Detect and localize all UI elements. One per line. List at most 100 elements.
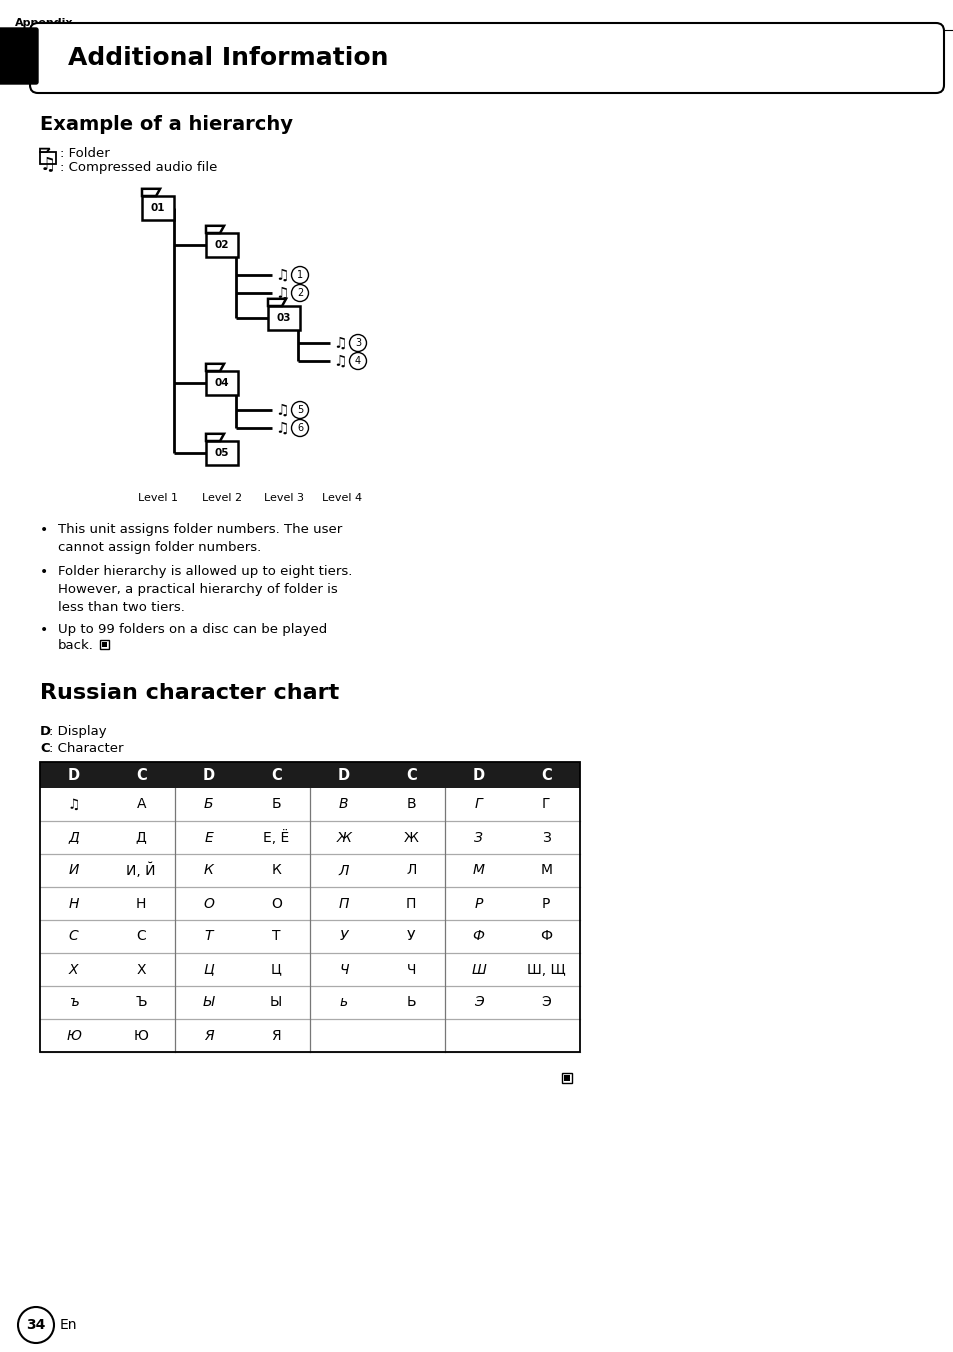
Circle shape [292, 284, 308, 301]
Text: C: C [540, 768, 551, 784]
Bar [40, 1019, 579, 1052]
Text: 04: 04 [214, 379, 229, 388]
Text: : Compressed audio file: : Compressed audio file [60, 161, 217, 174]
Text: Я: Я [272, 1029, 281, 1042]
Bar [268, 306, 299, 330]
Text: Н: Н [136, 896, 146, 910]
Text: C: C [40, 742, 50, 754]
Text: Folder hierarchy is allowed up to eight tiers.
However, a practical hierarchy of: Folder hierarchy is allowed up to eight … [58, 565, 352, 614]
Text: К: К [271, 864, 281, 877]
Text: : Character: : Character [49, 742, 123, 754]
Text: О: О [203, 896, 214, 910]
Text: : Folder: : Folder [60, 147, 110, 160]
Text: Х: Х [69, 963, 78, 976]
Text: Ы: Ы [203, 995, 214, 1010]
Text: А: А [136, 798, 146, 811]
Circle shape [292, 266, 308, 284]
Bar [102, 642, 107, 648]
Polygon shape [206, 226, 224, 233]
Text: Б: Б [272, 798, 281, 811]
Text: Level 4: Level 4 [321, 493, 362, 503]
Text: Г: Г [475, 798, 482, 811]
Text: Е, Ё: Е, Ё [263, 830, 289, 845]
Bar [40, 821, 579, 854]
Text: •: • [40, 565, 49, 579]
Bar [563, 1075, 569, 1082]
Text: Р: Р [474, 896, 482, 910]
Text: 1: 1 [296, 270, 303, 280]
Text: ♫: ♫ [333, 353, 347, 369]
Polygon shape [268, 299, 286, 306]
Text: D: D [472, 768, 484, 784]
Text: Э: Э [540, 995, 551, 1010]
Polygon shape [40, 149, 50, 151]
Text: Н: Н [69, 896, 79, 910]
Bar [206, 233, 237, 257]
Text: D: D [40, 725, 51, 738]
Bar [40, 854, 579, 887]
Text: ъ: ъ [69, 995, 78, 1010]
Text: Ц: Ц [203, 963, 213, 976]
Text: Г: Г [541, 798, 550, 811]
Circle shape [18, 1307, 54, 1343]
Text: Level 3: Level 3 [264, 493, 304, 503]
Text: •: • [40, 623, 49, 637]
Bar [40, 151, 56, 164]
Polygon shape [142, 189, 160, 196]
Text: У: У [407, 930, 416, 944]
Bar [561, 1073, 572, 1083]
Text: Ю: Ю [133, 1029, 149, 1042]
Text: В: В [406, 798, 416, 811]
Text: Я: Я [204, 1029, 213, 1042]
Text: 01: 01 [151, 203, 165, 214]
Text: D: D [68, 768, 80, 784]
Text: К: К [204, 864, 213, 877]
Text: Ш: Ш [471, 963, 486, 976]
Text: Т: Т [272, 930, 280, 944]
Text: Appendix: Appendix [15, 18, 73, 28]
Text: Ц: Ц [271, 963, 281, 976]
Text: ♫: ♫ [68, 798, 80, 811]
Text: С: С [69, 930, 78, 944]
Text: И, Й: И, Й [127, 863, 156, 879]
Bar [142, 196, 173, 220]
Text: 02: 02 [214, 241, 229, 250]
FancyBboxPatch shape [0, 28, 38, 84]
Text: Ж: Ж [403, 830, 418, 845]
Text: П: П [406, 896, 416, 910]
Text: C: C [271, 768, 281, 784]
Text: Ф: Ф [539, 930, 552, 944]
Text: 3: 3 [355, 338, 360, 347]
Text: back.: back. [58, 639, 93, 652]
Circle shape [349, 334, 366, 352]
Text: У: У [339, 930, 348, 944]
Text: Д: Д [135, 830, 147, 845]
Text: 6: 6 [296, 423, 303, 433]
Text: В: В [338, 798, 348, 811]
Text: •: • [40, 523, 49, 537]
Text: 2: 2 [296, 288, 303, 297]
Text: ♫: ♫ [40, 155, 56, 174]
Text: 5: 5 [296, 406, 303, 415]
Text: Example of a hierarchy: Example of a hierarchy [40, 115, 293, 134]
Text: 4: 4 [355, 356, 360, 366]
Text: : Display: : Display [49, 725, 107, 738]
Circle shape [349, 353, 366, 369]
Text: Level 2: Level 2 [202, 493, 242, 503]
Polygon shape [206, 434, 224, 441]
Text: ♫: ♫ [274, 403, 289, 418]
Text: П: П [338, 896, 349, 910]
Circle shape [292, 402, 308, 419]
Bar [40, 887, 579, 919]
Text: Э: Э [474, 995, 483, 1010]
Text: ♫: ♫ [274, 285, 289, 300]
Text: З: З [474, 830, 482, 845]
Bar [206, 370, 237, 395]
Text: D: D [202, 768, 214, 784]
Bar [100, 639, 109, 649]
Text: М: М [473, 864, 484, 877]
Text: Ч: Ч [406, 963, 416, 976]
Text: Ф: Ф [473, 930, 484, 944]
Text: 05: 05 [214, 448, 229, 458]
Text: Ч: Ч [338, 963, 348, 976]
